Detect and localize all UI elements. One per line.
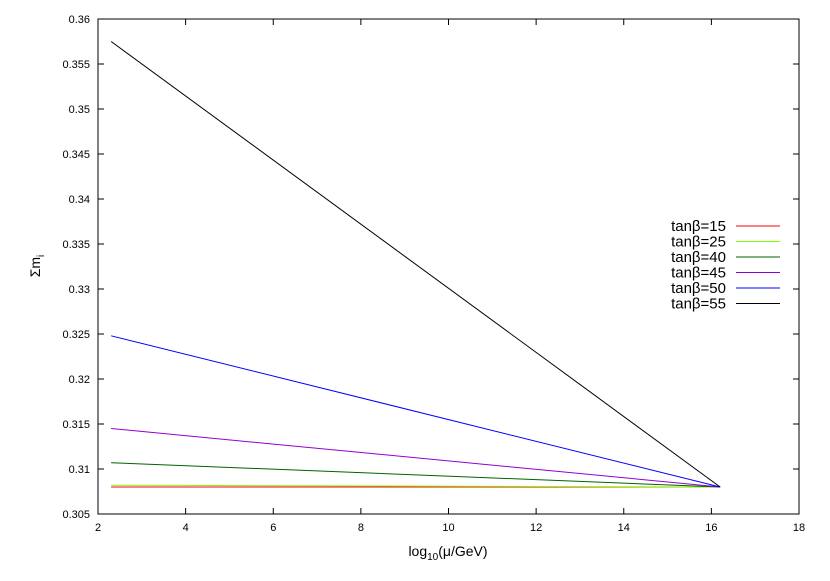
x-tick-label: 6 <box>270 522 276 534</box>
x-tick-label: 12 <box>530 522 542 534</box>
x-tick-label: 14 <box>618 522 630 534</box>
x-tick-label: 4 <box>183 522 189 534</box>
x-tick-label: 18 <box>793 522 805 534</box>
series-line <box>111 484 721 488</box>
series-line <box>110 41 721 488</box>
legend-label: tanβ=55 <box>671 296 726 313</box>
series-line <box>111 462 721 488</box>
x-tick-label: 10 <box>442 522 454 534</box>
y-tick-label: 0.31 <box>69 464 90 476</box>
y-tick-label: 0.345 <box>62 149 90 161</box>
legend-label: tanβ=50 <box>671 280 726 297</box>
x-tick-label: 8 <box>358 522 364 534</box>
y-tick-label: 0.33 <box>69 284 90 296</box>
legend-label: tanβ=45 <box>671 265 726 282</box>
x-tick-label: 16 <box>705 522 717 534</box>
y-tick-label: 0.325 <box>62 329 90 341</box>
y-tick-label: 0.36 <box>69 14 90 26</box>
y-tick-label: 0.34 <box>69 194 90 206</box>
y-tick-label: 0.305 <box>62 509 90 521</box>
series-lines <box>110 41 721 488</box>
y-axis-label: Σmi <box>27 255 47 278</box>
y-tick-label: 0.35 <box>69 104 90 116</box>
y-tick-label: 0.335 <box>62 239 90 251</box>
legend-label: tanβ=15 <box>671 218 726 235</box>
series-line <box>111 335 721 488</box>
legend-label: tanβ=25 <box>671 234 726 251</box>
series-line <box>111 428 721 488</box>
x-axis-label: log10(μ/GeV) <box>408 543 487 563</box>
axis-ticks: 2 4 6 8 10 12 14 16 18 0.305 0.31 0.315 0.32 0.325 0.3… <box>62 14 805 534</box>
y-tick-label: 0.315 <box>62 419 90 431</box>
legend: tanβ=15tanβ=25tanβ=40tanβ=45tanβ=50tanβ=… <box>671 218 780 313</box>
x-tick-label: 2 <box>95 522 101 534</box>
y-tick-label: 0.355 <box>62 59 90 71</box>
y-tick-label: 0.32 <box>69 374 90 386</box>
legend-label: tanβ=40 <box>671 249 726 266</box>
